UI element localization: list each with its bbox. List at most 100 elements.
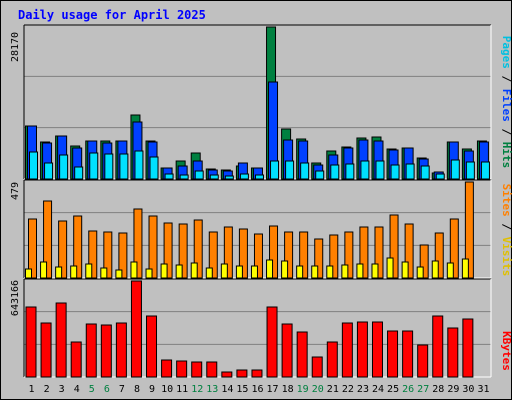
x-tick-label-20: 20 (312, 384, 324, 395)
bar-pages-day-10 (164, 173, 174, 180)
bar-pages-day-29 (450, 159, 460, 180)
bar-kbytes-day-29 (447, 327, 459, 378)
bar-visits-day-12 (193, 219, 203, 279)
x-tick-label-15: 15 (236, 384, 248, 395)
bar-pages-day-6 (104, 153, 114, 180)
bar-sites-day-22 (341, 264, 349, 279)
bar-sites-day-19 (296, 265, 304, 279)
x-tick-label-3: 3 (59, 384, 65, 395)
bar-sites-day-8 (130, 261, 138, 279)
x-tick-label-19: 19 (297, 384, 309, 395)
x-tick-label-31: 31 (477, 384, 489, 395)
x-tick-label-16: 16 (251, 384, 263, 395)
x-tick-label-1: 1 (29, 384, 35, 395)
bar-sites-day-4 (70, 265, 78, 279)
bar-pages-day-15 (239, 173, 249, 180)
bar-visits-day-29 (449, 218, 459, 279)
bar-kbytes-day-28 (432, 315, 444, 378)
bar-sites-day-15 (235, 265, 243, 279)
x-tick-label-6: 6 (104, 384, 110, 395)
legend-sites-visits-separator-1: / (500, 217, 512, 237)
x-tick-label-18: 18 (282, 384, 294, 395)
bar-kbytes-day-23 (356, 321, 368, 378)
x-tick-label-25: 25 (387, 384, 399, 395)
bar-sites-day-1 (25, 268, 32, 279)
bar-visits-day-10 (163, 222, 173, 279)
bar-kbytes-day-1 (25, 306, 37, 378)
x-tick-label-26: 26 (402, 384, 414, 395)
bar-sites-day-6 (100, 267, 108, 279)
x-tick-label-14: 14 (221, 384, 233, 395)
bar-kbytes-day-8 (130, 280, 142, 378)
bar-kbytes-day-3 (55, 302, 67, 378)
bar-visits-day-8 (133, 208, 143, 279)
bar-kbytes-day-19 (296, 331, 308, 378)
x-tick-label-27: 27 (417, 384, 429, 395)
bar-kbytes-day-10 (161, 359, 173, 378)
bar-visits-day-20 (314, 238, 324, 279)
bar-kbytes-day-26 (402, 330, 414, 378)
bar-pages-day-18 (285, 160, 295, 180)
bar-sites-day-2 (40, 261, 48, 279)
legend-pages-files-hits-separator-2: / (500, 122, 512, 142)
bar-visits-day-1 (28, 218, 37, 279)
x-tick-label-2: 2 (44, 384, 50, 395)
bar-visits-day-3 (58, 220, 68, 279)
bar-pages-day-21 (330, 164, 340, 180)
bar-pages-day-1 (29, 151, 38, 180)
bar-kbytes-day-9 (146, 315, 158, 378)
x-tick-label-22: 22 (342, 384, 354, 395)
bar-visits-day-23 (359, 226, 369, 279)
bar-visits-day-25 (389, 214, 399, 279)
x-tick-label-23: 23 (357, 384, 369, 395)
bar-sites-day-27 (416, 266, 424, 279)
bar-sites-day-7 (115, 269, 123, 279)
x-tick-label-21: 21 (327, 384, 339, 395)
bar-visits-day-13 (208, 231, 218, 279)
bar-pages-day-2 (44, 162, 54, 180)
bar-kbytes-day-12 (191, 361, 203, 378)
bar-sites-day-13 (205, 267, 213, 279)
bar-sites-day-20 (311, 265, 319, 279)
bar-pages-day-17 (270, 160, 280, 180)
bar-kbytes-day-5 (85, 323, 97, 378)
bar-pages-day-28 (435, 173, 445, 180)
bar-visits-day-16 (253, 233, 263, 279)
bar-pages-day-22 (345, 163, 355, 180)
x-tick-label-13: 13 (206, 384, 218, 395)
bar-visits-day-24 (374, 226, 384, 279)
bar-visits-day-22 (344, 231, 354, 279)
chart-title: Daily usage for April 2025 (18, 8, 206, 22)
bar-sites-day-28 (431, 260, 439, 279)
bar-visits-day-28 (434, 232, 444, 279)
bar-visits-day-14 (223, 226, 233, 279)
bar-kbytes-day-20 (311, 356, 323, 378)
bar-kbytes-day-11 (176, 360, 188, 378)
bar-pages-day-14 (224, 175, 234, 180)
legend-pages-files-hits-files: Files (500, 89, 512, 122)
bar-sites-day-30 (461, 258, 469, 279)
bar-visits-day-26 (404, 223, 414, 279)
bar-sites-day-26 (401, 261, 409, 279)
bar-kbytes-day-25 (387, 330, 399, 378)
bar-pages-day-4 (74, 166, 84, 180)
legend-pages-files-hits-separator-1: / (500, 69, 512, 89)
bar-pages-day-31 (480, 161, 490, 180)
bar-sites-day-23 (356, 263, 364, 279)
bar-pages-day-9 (149, 156, 159, 180)
bar-visits-day-5 (88, 230, 98, 279)
bar-kbytes-day-21 (326, 341, 338, 378)
bar-pages-day-30 (465, 161, 475, 180)
bar-sites-day-16 (250, 265, 258, 279)
bar-visits-day-27 (419, 244, 429, 279)
x-tick-label-29: 29 (447, 384, 459, 395)
bar-kbytes-day-13 (206, 361, 218, 378)
bar-sites-day-25 (386, 257, 394, 279)
bar-visits-day-21 (329, 234, 339, 279)
bar-visits-day-30 (464, 181, 474, 279)
bar-kbytes-day-6 (100, 324, 112, 378)
bar-sites-day-3 (55, 266, 63, 279)
bar-pages-day-23 (360, 160, 370, 180)
bar-sites-day-5 (85, 263, 93, 279)
